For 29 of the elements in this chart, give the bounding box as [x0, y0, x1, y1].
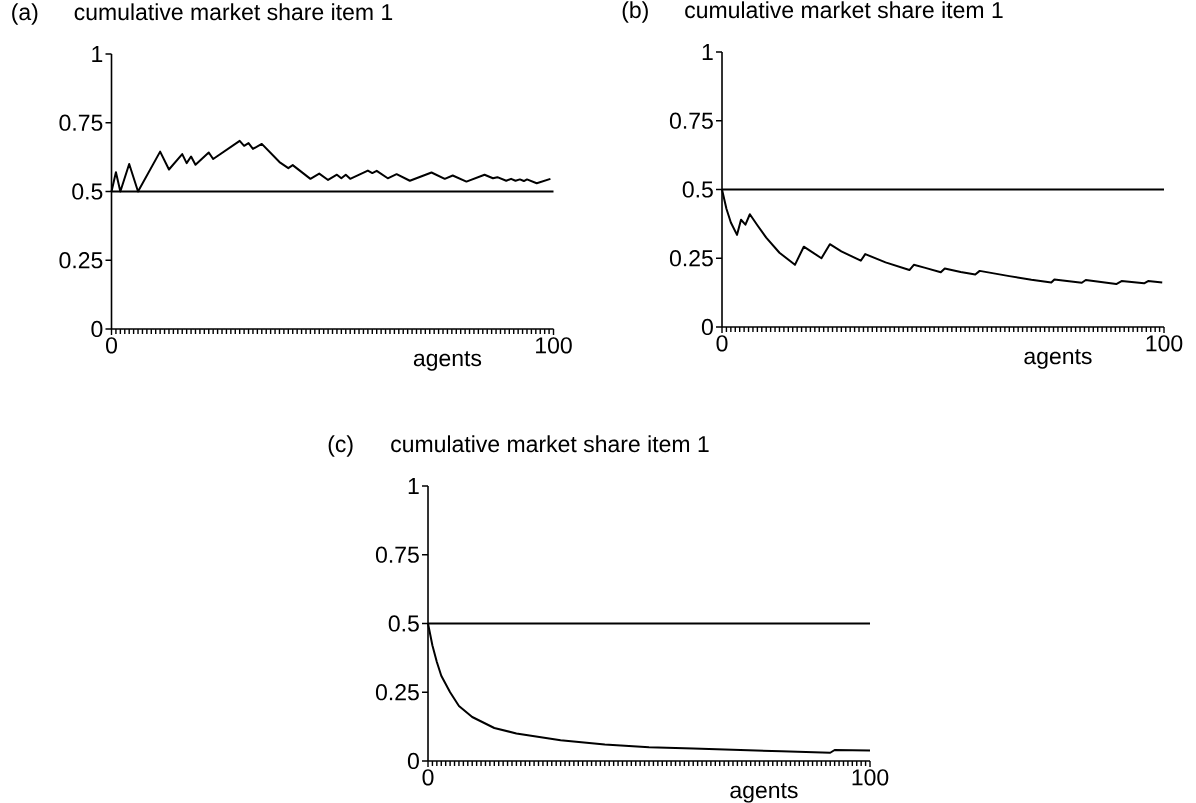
x-axis-title: agents — [1024, 349, 1092, 369]
chart-title: cumulative market share item 1 — [391, 435, 709, 453]
y-tick-label: 0.25 — [375, 684, 419, 701]
y-tick-label: 0.25 — [59, 252, 103, 269]
y-tick-label: 1 — [702, 44, 713, 60]
y-tick-label: 0.25 — [669, 250, 713, 267]
text: (b) — [622, 1, 648, 23]
x-tick-label: 100 — [1146, 335, 1183, 352]
y-tick-label: 1 — [92, 46, 103, 62]
text: (c) — [328, 435, 353, 457]
x-tick-label: 100 — [536, 337, 572, 354]
y-tick-label: 0.5 — [72, 183, 103, 200]
y-tick-label: 0 — [91, 320, 103, 338]
y-tick-label: 0.75 — [669, 112, 713, 129]
y-tick-label: 0 — [407, 752, 419, 770]
chart-title: cumulative market share item 1 — [74, 3, 393, 21]
y-tick-label: 0.75 — [375, 546, 419, 563]
x-tick-label: 100 — [852, 769, 889, 786]
x-tick-label: 0 — [716, 335, 728, 352]
chart-title: cumulative market share item 1 — [685, 1, 1003, 19]
y-tick-label: 0.75 — [59, 114, 103, 131]
y-tick-label: 1 — [408, 478, 419, 494]
text: (a) — [12, 3, 38, 25]
x-axis-title: agents — [730, 783, 798, 803]
x-axis-title: agents — [413, 351, 482, 371]
x-tick-label: 0 — [106, 337, 118, 354]
y-tick-label: 0.5 — [388, 615, 419, 632]
y-tick-label: 0.5 — [682, 181, 713, 198]
y-tick-label: 0 — [701, 318, 713, 336]
